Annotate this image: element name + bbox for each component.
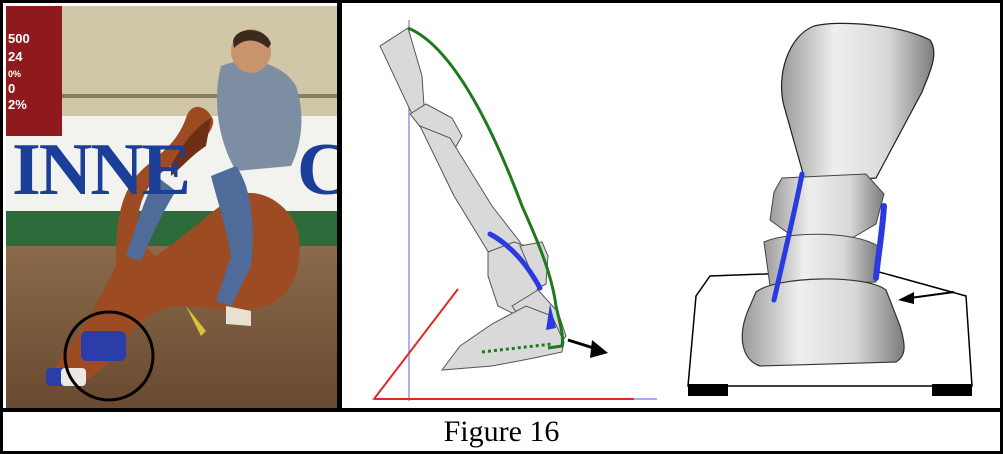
limb-diagram-svg (372, 20, 657, 401)
angle-line (373, 288, 459, 400)
scoreboard-line: 500 (8, 31, 30, 46)
coffin-bone (741, 278, 905, 367)
base-foot-right (932, 384, 972, 396)
scoreboard-line: 24 (8, 49, 23, 64)
ligament-left (771, 171, 805, 303)
scoreboard-line: 0 (8, 81, 16, 96)
ligament-upper (487, 231, 543, 291)
scoreboard: 500 24 0% 0 2% (6, 6, 62, 136)
ligament-lower (546, 304, 556, 330)
ligament-right (873, 203, 887, 281)
bone-3d-svg (687, 22, 973, 396)
horse-photo: INNE C 500 24 0% 0 2% (6, 6, 337, 408)
arrow-right-down-icon (567, 338, 608, 358)
base-foot-left (688, 384, 728, 396)
banner-text: INNE (12, 129, 191, 211)
panel-gap (666, 0, 668, 410)
scoreboard-line: 0% (8, 69, 22, 79)
scoreboard-line: 2% (8, 97, 27, 112)
pastern-bone (769, 173, 885, 239)
bone-3d-view (666, 6, 997, 408)
cannon-bone (780, 22, 935, 185)
bone-segments (379, 27, 567, 371)
panel-divider (337, 0, 342, 410)
dorsal-outline (407, 26, 564, 350)
caption-divider (0, 408, 1003, 412)
arrow-left-icon (898, 291, 955, 304)
figure-caption: Figure 16 (443, 414, 560, 448)
limb-diagram (342, 6, 666, 408)
banner-text-right: C (297, 129, 337, 211)
